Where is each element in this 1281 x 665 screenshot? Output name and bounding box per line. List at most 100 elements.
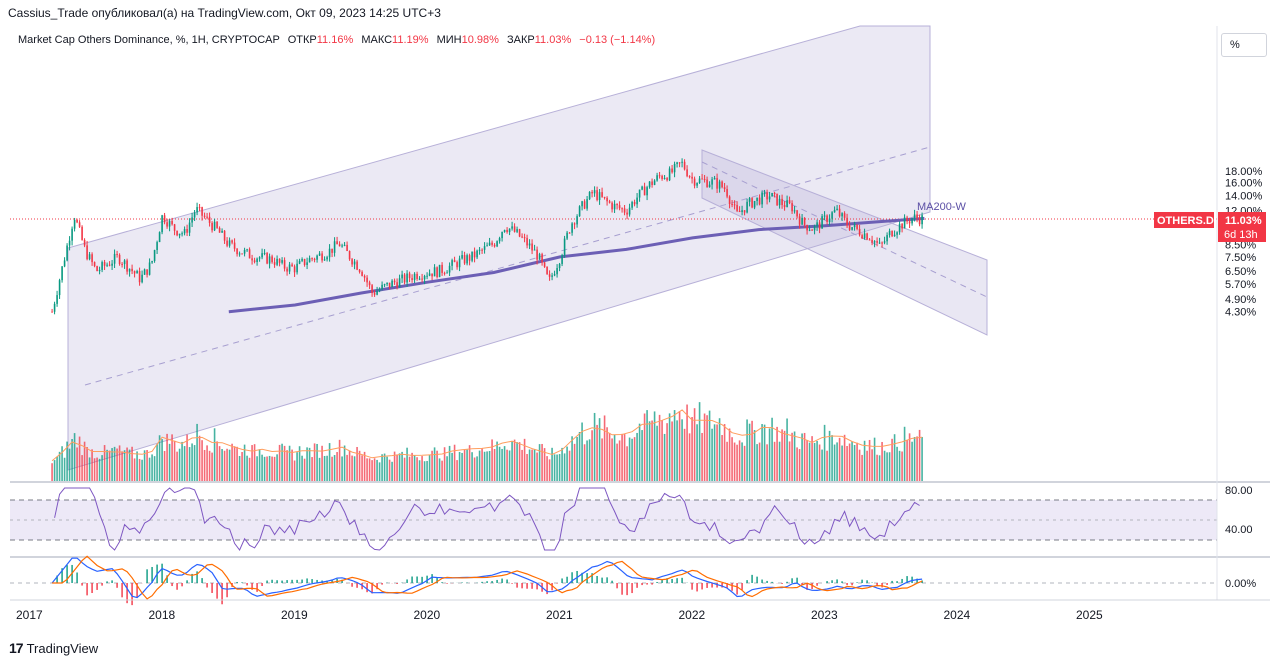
time-axis[interactable]: 2017 2018 2019 2020 2021 2022 2023 2024 2025 — [16, 608, 1103, 622]
candle-body — [491, 242, 493, 245]
candle-body — [313, 258, 316, 260]
volume-bar — [591, 430, 593, 481]
volume-bar — [781, 429, 783, 481]
volume-bar — [123, 450, 126, 481]
candle-body — [638, 189, 641, 198]
macd-histogram-bar — [441, 582, 443, 583]
volume-bar — [546, 456, 548, 481]
price-axis[interactable]: 18.00%16.00%14.00%12.00%10.00%8.50%7.50%… — [1225, 166, 1263, 319]
volume-bar — [406, 447, 408, 481]
volume-bar — [858, 449, 861, 481]
candle-body — [611, 202, 613, 210]
volume-bar — [163, 450, 166, 481]
candle-body — [816, 222, 818, 227]
candle-body — [648, 181, 651, 188]
candle-body — [471, 251, 473, 261]
candle-body — [258, 257, 261, 259]
macd-histogram-bar — [206, 583, 208, 588]
candle-body — [841, 213, 843, 217]
macd-histogram-bar — [881, 583, 883, 588]
price-tick-label: 4.30% — [1225, 307, 1256, 319]
macd-histogram-bar — [581, 572, 583, 583]
candle-body — [513, 226, 516, 232]
candle-body — [286, 268, 288, 272]
macd-histogram-bar — [121, 583, 123, 598]
candle-body — [126, 260, 128, 272]
macd-histogram-bar — [861, 579, 863, 583]
candle-body — [366, 277, 368, 283]
ascending-channel — [67, 25, 931, 471]
candle-body — [801, 217, 803, 225]
candle-body — [143, 269, 146, 275]
volume-bar — [826, 450, 828, 481]
volume-bar — [843, 434, 846, 481]
volume-bar — [338, 439, 341, 481]
candle-body — [268, 256, 271, 264]
macd-histogram-bar — [96, 583, 98, 590]
candle-body — [361, 271, 363, 276]
macd-histogram-bar — [446, 583, 448, 584]
macd-histogram-bar — [606, 577, 608, 583]
candle-body — [311, 258, 313, 260]
volume-bar — [743, 445, 746, 481]
macd-histogram-bar — [86, 583, 88, 596]
volume-bar — [458, 451, 461, 481]
candle-body — [778, 198, 781, 206]
candle-body — [88, 254, 91, 260]
candle-body — [798, 216, 801, 225]
tradingview-logo[interactable]: 17 TradingView — [9, 640, 98, 656]
volume-bar — [656, 425, 658, 481]
macd-histogram-bar — [201, 578, 203, 583]
volume-bar — [816, 440, 818, 481]
candle-body — [701, 178, 703, 180]
volume-bar — [273, 456, 276, 481]
candle-body — [568, 232, 571, 234]
macd-histogram-bar — [616, 583, 618, 589]
candle-body — [466, 255, 468, 264]
volume-bar — [253, 444, 256, 481]
candle-body — [203, 215, 206, 217]
candle-body — [578, 206, 581, 217]
volume-bar — [908, 433, 911, 481]
volume-bar — [773, 441, 776, 481]
macd-histogram-bar — [731, 583, 733, 591]
candle-body — [526, 237, 528, 246]
candle-body — [673, 163, 676, 173]
volume-histogram — [51, 402, 923, 481]
legend-symbol[interactable]: Market Cap Others Dominance, %, 1H, CRYP… — [18, 34, 280, 46]
candle-body — [876, 241, 878, 243]
volume-bar — [148, 457, 151, 481]
candle-body — [873, 241, 876, 243]
macd-histogram-bar — [901, 578, 903, 583]
candle-body — [353, 261, 356, 265]
rsi-polyline — [54, 487, 920, 551]
volume-bar — [51, 463, 53, 481]
macd-histogram-bar — [631, 583, 633, 594]
volume-bar — [326, 455, 328, 481]
volume-bar — [318, 457, 321, 481]
scale-mode-button[interactable]: % — [1221, 33, 1267, 57]
volume-bar — [61, 446, 63, 481]
volume-bar — [721, 435, 723, 481]
volume-bar — [451, 452, 453, 481]
macd-histogram-bar — [856, 582, 858, 583]
macd-histogram-bar — [636, 583, 638, 588]
candle-body — [496, 241, 498, 247]
volume-bar — [96, 457, 98, 481]
volume-bar — [736, 444, 738, 481]
volume-bar — [646, 410, 648, 481]
tradingview-logo-icon: 17 — [9, 640, 24, 656]
volume-bar — [543, 448, 546, 481]
macd-histogram-bar — [726, 583, 728, 589]
candle-body — [728, 196, 731, 204]
candle-body — [261, 253, 263, 258]
volume-bar — [608, 432, 611, 481]
main-pane[interactable] — [10, 26, 1217, 481]
candle-body — [681, 161, 683, 163]
candle-body — [758, 197, 761, 205]
volume-bar — [568, 450, 571, 481]
candle-body — [58, 280, 61, 296]
volume-bar — [806, 440, 808, 481]
candle-body — [298, 260, 301, 264]
